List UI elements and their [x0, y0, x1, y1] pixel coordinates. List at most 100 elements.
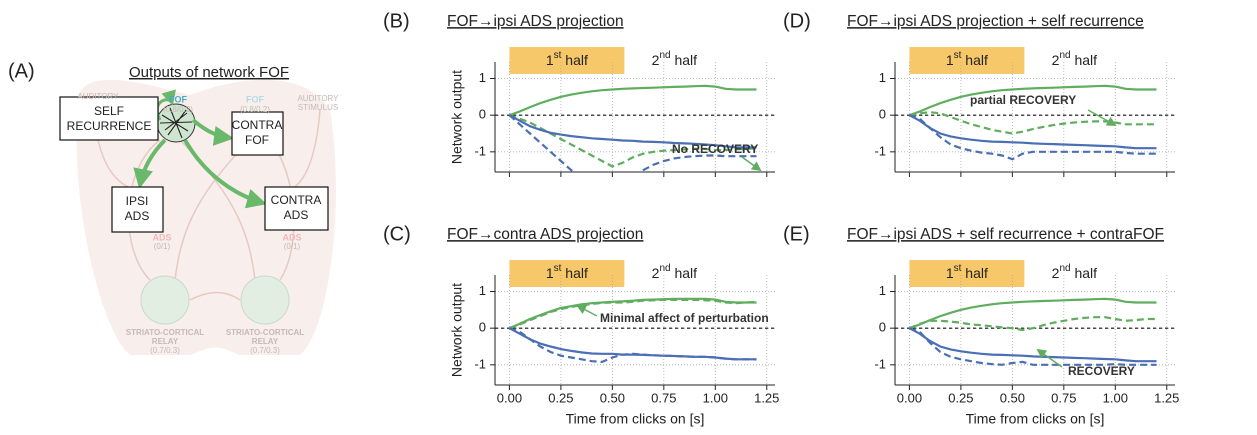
panel-label: (C) — [383, 223, 411, 245]
series-line — [509, 84, 757, 117]
half-number: 1 — [546, 52, 554, 68]
node-label: STRIATO-CORTICAL — [226, 328, 304, 337]
chart-panel: 1st half 2nd half-101(D) FOF→ipsi ADS proj… — [783, 10, 1175, 177]
half-number: 1 — [946, 265, 954, 281]
y-tick-label: -1 — [874, 143, 886, 158]
x-axis-label: Time from clicks on [s] — [566, 411, 705, 427]
half-number: 1 — [546, 265, 554, 281]
half-number: 2 — [1052, 52, 1060, 68]
annotation: Minimal affect of perturbation — [600, 311, 769, 325]
half-label: 1st half — [946, 263, 988, 281]
y-tick-label: 0 — [879, 107, 886, 122]
x-tick-label: 0.25 — [548, 390, 573, 405]
chart-title: FOF→ipsi ADS + self recurrence + contraF… — [847, 226, 1164, 243]
half-label: 2nd half — [1052, 50, 1097, 68]
half-label: 1st half — [546, 263, 588, 281]
x-tick-label: 1.00 — [1103, 390, 1128, 405]
series-line — [909, 84, 1157, 117]
half-suffix: st — [554, 50, 562, 61]
box-label: CONTRA — [271, 193, 322, 207]
annotation-arrow — [576, 305, 598, 317]
node-label: AUDITORY — [297, 94, 339, 103]
half-number: 2 — [652, 52, 660, 68]
series-line — [908, 316, 1157, 332]
y-tick-label: 0 — [879, 320, 886, 335]
panel-label: (A) — [8, 60, 35, 82]
x-tick-label: 0.50 — [600, 390, 625, 405]
x-axis-label: Time from clicks on [s] — [966, 411, 1105, 427]
y-tick-label: -1 — [474, 143, 486, 158]
x-tick-label: 0.00 — [497, 390, 522, 405]
diagram: SELF RECURRENCE CONTRA FOF IPSI ADS CONT… — [8, 60, 339, 355]
y-tick-label: 1 — [879, 283, 886, 298]
box-label: ADS — [125, 209, 150, 223]
series-line — [908, 114, 1157, 150]
x-tick-label: 0.00 — [897, 390, 922, 405]
x-tick-label: 1.00 — [703, 390, 728, 405]
x-tick-label: 1.25 — [754, 390, 779, 405]
half-word: half — [561, 265, 588, 281]
annotation-arrow — [1036, 348, 1063, 368]
half-suffix: nd — [659, 263, 670, 274]
node-label: ADS — [282, 232, 301, 242]
half-suffix: nd — [659, 50, 670, 61]
node-label: (0/1) — [284, 242, 301, 251]
half-word: half — [961, 265, 988, 281]
series-line — [509, 298, 757, 330]
series-line — [508, 114, 757, 149]
box-label: SELF — [94, 104, 124, 118]
series-line — [909, 327, 1157, 366]
first-half-box — [509, 47, 625, 74]
first-half-box — [509, 260, 625, 287]
panel-label: (B) — [383, 10, 410, 32]
chart-panel: 1st half 2nd half-101(B) FOF→ipsi ADS proj… — [383, 10, 775, 177]
striato-network — [140, 275, 190, 325]
half-suffix: st — [954, 263, 962, 274]
node-label: FOF — [246, 94, 264, 104]
y-tick-label: 1 — [479, 70, 486, 85]
series-line — [908, 327, 1157, 363]
x-tick-label: 0.75 — [1051, 390, 1076, 405]
x-tick-label: 0.25 — [948, 390, 973, 405]
series-line — [909, 114, 1157, 161]
striato-network — [240, 275, 290, 325]
half-suffix: st — [554, 263, 562, 274]
node-label: (0/1) — [154, 242, 171, 251]
node-label: FOF — [169, 94, 187, 104]
first-half-box — [909, 260, 1025, 287]
panel-label: (E) — [783, 223, 810, 245]
panel-label: (D) — [783, 10, 811, 32]
y-tick-label: 1 — [479, 283, 486, 298]
node-label: RELAY — [152, 337, 179, 346]
box — [231, 111, 284, 156]
y-tick-label: 0 — [479, 107, 486, 122]
x-tick-label: 0.50 — [1000, 390, 1025, 405]
node-label: (0.8/0.2) — [240, 105, 270, 114]
half-word: half — [671, 52, 698, 68]
chart-title: FOF→ipsi ADS projection + self recurrenc… — [847, 13, 1144, 30]
node-label: AUDITORY — [77, 92, 119, 101]
y-tick-label: -1 — [874, 356, 886, 371]
annotation: No RECOVERY — [672, 142, 758, 156]
y-tick-label: -1 — [474, 356, 486, 371]
annotation: RECOVERY — [1068, 364, 1135, 378]
half-number: 2 — [1052, 265, 1060, 281]
half-suffix: nd — [1059, 263, 1070, 274]
annotation-arrow — [1087, 109, 1117, 126]
chart-title: FOF→ipsi ADS projection — [447, 13, 624, 30]
node-label: (0.7/0.3) — [250, 346, 280, 355]
x-tick-label: 0.75 — [651, 390, 676, 405]
half-number: 1 — [946, 52, 954, 68]
half-word: half — [561, 52, 588, 68]
half-number: 2 — [652, 265, 660, 281]
box-label: ADS — [284, 208, 309, 222]
series-line — [508, 114, 757, 172]
box — [59, 96, 159, 141]
node-label: RELAY — [252, 337, 279, 346]
half-suffix: st — [954, 50, 962, 61]
half-word: half — [1071, 265, 1098, 281]
node-label: (0.7/0.3) — [150, 346, 180, 355]
network-edges — [159, 107, 193, 139]
